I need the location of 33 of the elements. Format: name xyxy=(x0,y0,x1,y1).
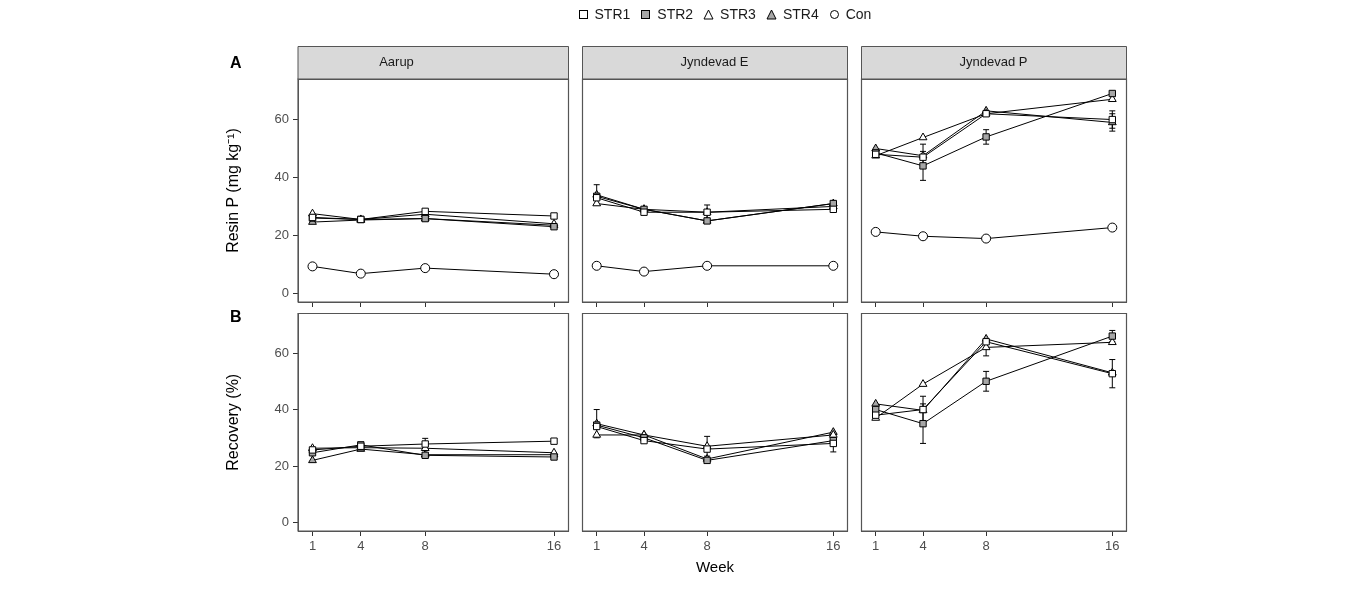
x-tick-label: 4 xyxy=(357,538,365,554)
x-tick-label: 8 xyxy=(982,538,990,554)
x-tick-label: 8 xyxy=(421,538,429,554)
y-axis-title: Resin P (mg kg⁻¹) xyxy=(224,128,242,253)
y-tick-label: 40 xyxy=(274,169,289,185)
y-tick-label: 20 xyxy=(274,226,289,242)
y-tick-label: 60 xyxy=(274,344,289,360)
text: A xyxy=(230,54,242,72)
x-tick-label: 1 xyxy=(593,538,601,554)
y-tick-label: 20 xyxy=(274,457,289,473)
x-tick-label: 8 xyxy=(703,538,711,554)
chart-title: Jyndevad P xyxy=(959,54,1028,70)
x-tick-label: 16 xyxy=(826,538,841,554)
legend-label: Con xyxy=(845,6,872,22)
legend-label: STR1 xyxy=(594,6,631,22)
x-axis-title: Week xyxy=(695,558,735,576)
legend-label: STR3 xyxy=(720,6,756,22)
x-tick-label: 1 xyxy=(308,538,317,554)
y-tick-label: 40 xyxy=(274,401,289,417)
x-tick-label: 16 xyxy=(1105,538,1120,554)
chart-title: Aarup xyxy=(379,54,414,70)
y-axis-title: Recovery (%) xyxy=(224,373,242,471)
x-tick-label: 4 xyxy=(640,538,648,554)
y-tick-label: 60 xyxy=(274,111,289,127)
chart-title: Jyndevad E xyxy=(680,54,749,70)
y-tick-label: 0 xyxy=(281,284,289,300)
legend-label: STR2 xyxy=(657,6,694,22)
x-tick-label: 1 xyxy=(872,538,880,554)
text: B xyxy=(230,308,242,326)
x-tick-label: 4 xyxy=(919,538,927,554)
x-tick-label: 16 xyxy=(546,538,562,554)
legend-label: STR4 xyxy=(782,6,819,22)
y-tick-label: 0 xyxy=(281,514,289,530)
